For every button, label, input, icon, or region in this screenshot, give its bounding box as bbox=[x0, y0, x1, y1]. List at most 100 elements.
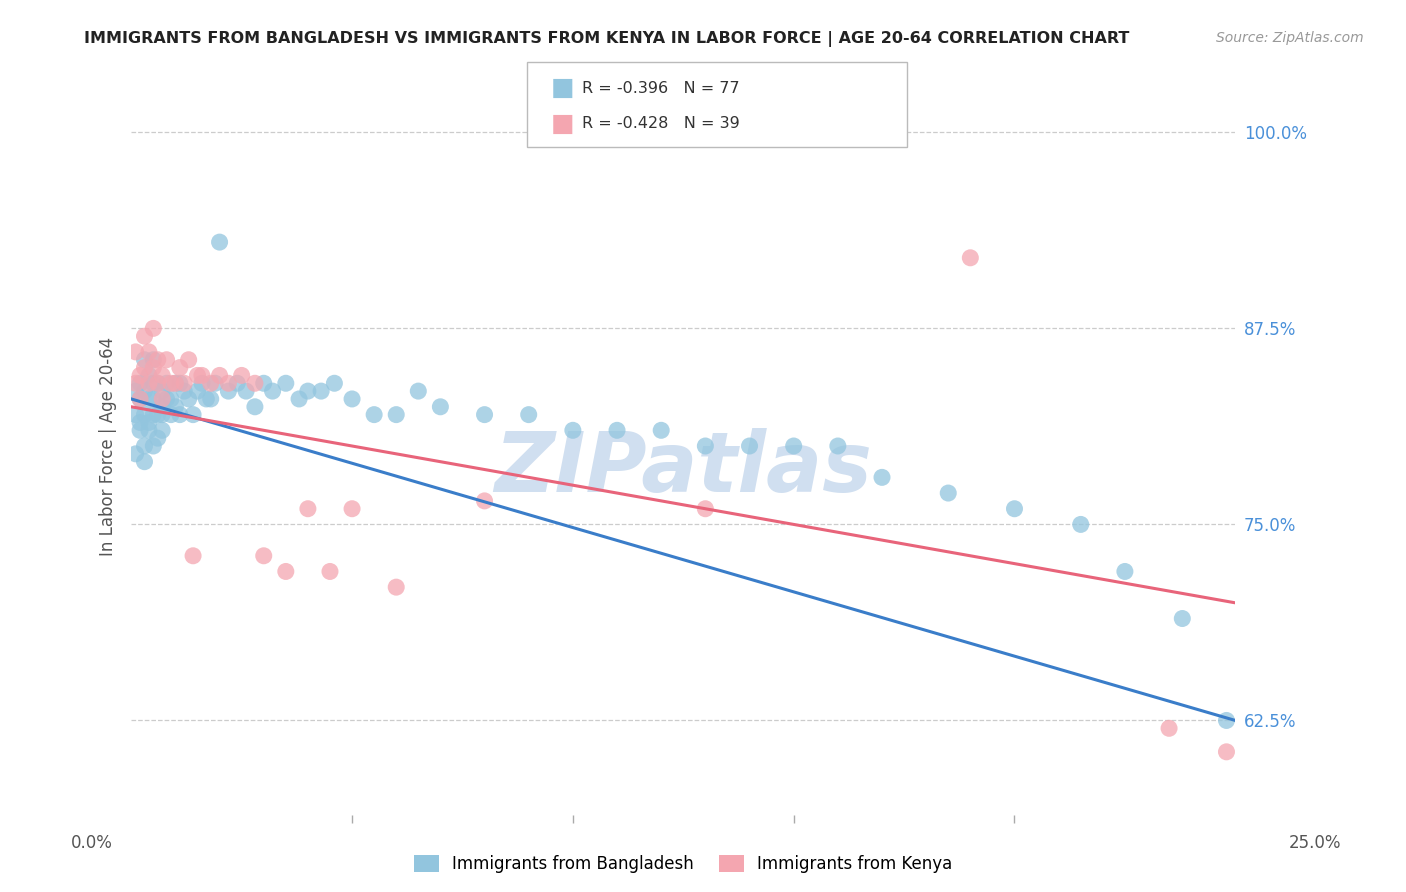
Immigrants from Kenya bbox=[297, 501, 319, 516]
Immigrants from Bangladesh bbox=[936, 486, 959, 500]
Immigrants from Bangladesh bbox=[297, 384, 319, 398]
Immigrants from Bangladesh bbox=[323, 376, 346, 391]
Immigrants from Kenya bbox=[169, 360, 191, 375]
Immigrants from Bangladesh bbox=[134, 352, 156, 367]
Immigrants from Kenya bbox=[146, 352, 169, 367]
Immigrants from Bangladesh bbox=[138, 416, 160, 430]
Immigrants from Bangladesh bbox=[181, 408, 204, 422]
Immigrants from Bangladesh bbox=[138, 423, 160, 437]
Immigrants from Kenya bbox=[274, 565, 297, 579]
Immigrants from Bangladesh bbox=[408, 384, 430, 398]
Immigrants from Bangladesh bbox=[150, 423, 173, 437]
Immigrants from Bangladesh bbox=[142, 352, 165, 367]
Immigrants from Kenya bbox=[160, 376, 183, 391]
Immigrants from Bangladesh bbox=[1215, 714, 1237, 728]
Immigrants from Bangladesh bbox=[782, 439, 804, 453]
Immigrants from Bangladesh bbox=[309, 384, 332, 398]
Immigrants from Kenya bbox=[959, 251, 981, 265]
Immigrants from Kenya bbox=[134, 360, 156, 375]
Immigrants from Kenya bbox=[217, 376, 239, 391]
Immigrants from Bangladesh bbox=[191, 376, 214, 391]
Immigrants from Kenya bbox=[1215, 745, 1237, 759]
Immigrants from Bangladesh bbox=[165, 376, 187, 391]
Immigrants from Kenya bbox=[474, 494, 496, 508]
Immigrants from Kenya bbox=[142, 360, 165, 375]
Immigrants from Kenya bbox=[253, 549, 276, 563]
Text: Source: ZipAtlas.com: Source: ZipAtlas.com bbox=[1216, 31, 1364, 45]
Immigrants from Bangladesh bbox=[650, 423, 672, 437]
Immigrants from Kenya bbox=[150, 368, 173, 383]
Immigrants from Kenya bbox=[243, 376, 266, 391]
Immigrants from Bangladesh bbox=[142, 408, 165, 422]
Immigrants from Kenya bbox=[340, 501, 363, 516]
Immigrants from Kenya bbox=[150, 392, 173, 406]
Immigrants from Kenya bbox=[173, 376, 195, 391]
Immigrants from Bangladesh bbox=[138, 392, 160, 406]
Immigrants from Kenya bbox=[146, 376, 169, 391]
Immigrants from Bangladesh bbox=[1004, 501, 1026, 516]
Immigrants from Kenya bbox=[129, 392, 152, 406]
Immigrants from Bangladesh bbox=[226, 376, 249, 391]
Immigrants from Bangladesh bbox=[177, 392, 200, 406]
Immigrants from Bangladesh bbox=[363, 408, 385, 422]
Immigrants from Bangladesh bbox=[142, 376, 165, 391]
Immigrants from Kenya bbox=[186, 368, 208, 383]
Immigrants from Bangladesh bbox=[129, 423, 152, 437]
Immigrants from Bangladesh bbox=[150, 400, 173, 414]
Immigrants from Bangladesh bbox=[262, 384, 284, 398]
Immigrants from Bangladesh bbox=[129, 376, 152, 391]
Immigrants from Bangladesh bbox=[142, 392, 165, 406]
Immigrants from Bangladesh bbox=[129, 392, 152, 406]
Immigrants from Bangladesh bbox=[1171, 611, 1194, 625]
Immigrants from Kenya bbox=[177, 352, 200, 367]
Immigrants from Bangladesh bbox=[200, 392, 222, 406]
Immigrants from Bangladesh bbox=[385, 408, 408, 422]
Immigrants from Bangladesh bbox=[870, 470, 893, 484]
Immigrants from Bangladesh bbox=[235, 384, 257, 398]
Immigrants from Bangladesh bbox=[134, 384, 156, 398]
Immigrants from Bangladesh bbox=[165, 400, 187, 414]
Immigrants from Bangladesh bbox=[160, 392, 183, 406]
Immigrants from Bangladesh bbox=[195, 392, 218, 406]
Immigrants from Bangladesh bbox=[169, 408, 191, 422]
Immigrants from Kenya bbox=[165, 376, 187, 391]
Immigrants from Bangladesh bbox=[474, 408, 496, 422]
Immigrants from Kenya bbox=[208, 368, 231, 383]
Immigrants from Bangladesh bbox=[429, 400, 451, 414]
Text: ZIPatlas: ZIPatlas bbox=[495, 427, 872, 508]
Immigrants from Kenya bbox=[231, 368, 253, 383]
Immigrants from Kenya bbox=[138, 376, 160, 391]
Immigrants from Bangladesh bbox=[155, 376, 177, 391]
Immigrants from Kenya bbox=[155, 352, 177, 367]
Immigrants from Kenya bbox=[129, 368, 152, 383]
Immigrants from Bangladesh bbox=[827, 439, 849, 453]
Immigrants from Bangladesh bbox=[517, 408, 540, 422]
Text: IMMIGRANTS FROM BANGLADESH VS IMMIGRANTS FROM KENYA IN LABOR FORCE | AGE 20-64 C: IMMIGRANTS FROM BANGLADESH VS IMMIGRANTS… bbox=[84, 31, 1130, 47]
Immigrants from Kenya bbox=[191, 368, 214, 383]
Immigrants from Bangladesh bbox=[738, 439, 761, 453]
Immigrants from Kenya bbox=[134, 329, 156, 343]
Immigrants from Kenya bbox=[142, 321, 165, 335]
Immigrants from Bangladesh bbox=[204, 376, 226, 391]
Immigrants from Kenya bbox=[695, 501, 717, 516]
Immigrants from Bangladesh bbox=[138, 368, 160, 383]
Legend: Immigrants from Bangladesh, Immigrants from Kenya: Immigrants from Bangladesh, Immigrants f… bbox=[408, 848, 959, 880]
Immigrants from Bangladesh bbox=[169, 376, 191, 391]
Immigrants from Kenya bbox=[138, 345, 160, 359]
Immigrants from Bangladesh bbox=[134, 455, 156, 469]
Text: R = -0.396   N = 77: R = -0.396 N = 77 bbox=[582, 80, 740, 95]
Immigrants from Bangladesh bbox=[134, 439, 156, 453]
Immigrants from Bangladesh bbox=[146, 376, 169, 391]
Immigrants from Kenya bbox=[124, 376, 146, 391]
Y-axis label: In Labor Force | Age 20-64: In Labor Force | Age 20-64 bbox=[100, 336, 117, 556]
Immigrants from Bangladesh bbox=[155, 392, 177, 406]
Immigrants from Bangladesh bbox=[695, 439, 717, 453]
Text: R = -0.428   N = 39: R = -0.428 N = 39 bbox=[582, 116, 740, 131]
Immigrants from Bangladesh bbox=[243, 400, 266, 414]
Text: 0.0%: 0.0% bbox=[70, 834, 112, 852]
Immigrants from Bangladesh bbox=[340, 392, 363, 406]
Immigrants from Bangladesh bbox=[160, 408, 183, 422]
Immigrants from Bangladesh bbox=[129, 416, 152, 430]
Immigrants from Bangladesh bbox=[1070, 517, 1092, 532]
Immigrants from Kenya bbox=[385, 580, 408, 594]
